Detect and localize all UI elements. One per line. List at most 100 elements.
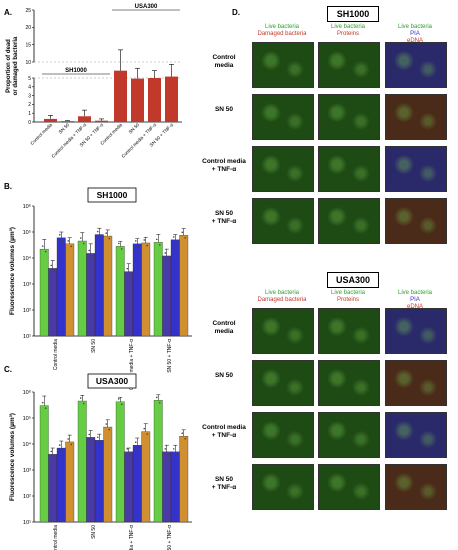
x-tick-label: SN 50 + TNF-α xyxy=(167,525,173,550)
x-tick-label: Control media + TNF-α xyxy=(129,525,135,550)
row-label-line: Control media xyxy=(202,424,246,431)
data-point xyxy=(120,403,123,406)
data-point xyxy=(164,252,167,254)
data-point xyxy=(175,241,178,244)
charts-svg: 0 1 2 3 4 5 10 15 20 25 Proportion of dead or damag… xyxy=(6,4,192,550)
y-tick-label: 10⁵ xyxy=(23,229,31,236)
data-point xyxy=(129,273,132,275)
column-header-line: Live bacteria xyxy=(264,290,300,296)
column-header-usa300-2: Live bacteria PIA eDNA xyxy=(383,290,447,311)
y-tick-label: 10⁶ xyxy=(23,389,31,396)
bar-usa300-1-1 xyxy=(86,437,96,523)
data-point xyxy=(158,244,161,246)
bar-usa300-1-2 xyxy=(94,440,104,523)
microscopy-image-sh1000-1-2 xyxy=(385,94,447,140)
bar-sh1000-0-3 xyxy=(65,243,75,337)
data-point xyxy=(184,236,187,239)
data-point xyxy=(58,444,61,446)
column-header-line: eDNA xyxy=(406,38,423,44)
column-header-line: Live bacteria xyxy=(264,24,300,30)
data-point xyxy=(146,433,149,435)
bar-sh1000-2-0 xyxy=(115,246,125,337)
microscopy-image-sh1000-0-1 xyxy=(318,42,380,88)
data-point xyxy=(88,433,91,436)
bar-usa300-3-2 xyxy=(170,451,180,523)
data-point xyxy=(117,398,120,400)
microscopy-image-usa300-1-0 xyxy=(252,360,314,406)
bar-usa300-1-0 xyxy=(77,400,87,523)
row-label-line: + TNF-α xyxy=(211,218,237,225)
column-header-sh1000-1: Live bacteria Proteins xyxy=(316,24,380,38)
data-point xyxy=(167,257,170,260)
group-label: SH1000 xyxy=(65,68,87,74)
microscopy-image-usa300-2-0 xyxy=(252,412,314,458)
bar-sh1000-0-2 xyxy=(56,237,66,337)
row-label-line: + TNF-α xyxy=(211,432,237,439)
y-tick-label: 10⁴ xyxy=(23,255,32,262)
x-tick-label: SN 50 + TNF-α xyxy=(167,339,173,373)
data-point xyxy=(181,231,184,234)
bar-sh1000-0-0 xyxy=(39,248,49,337)
data-point xyxy=(79,397,82,399)
y-tick-label: 0 xyxy=(28,120,31,126)
data-point xyxy=(175,453,178,456)
row-label-line: SN 50 xyxy=(214,210,234,217)
data-point xyxy=(50,450,53,453)
data-point xyxy=(99,236,102,238)
data-point xyxy=(41,401,44,404)
x-tick-label: SN 50 xyxy=(91,339,97,353)
panel-label-b: B. xyxy=(4,182,12,191)
row-label-line: + TNF-α xyxy=(211,166,237,173)
bar-usa300-2 xyxy=(148,78,161,122)
data-point xyxy=(105,423,108,425)
bar-usa300-2-1 xyxy=(124,451,134,523)
y-tick-label: 1 xyxy=(28,111,31,117)
data-point xyxy=(82,242,85,245)
x-tick-label: Control media + TNF-α xyxy=(129,339,135,390)
row-label-usa300-2: Control media + TNF-α xyxy=(198,424,250,440)
column-header-line: Proteins xyxy=(336,297,359,303)
row-label-line: Control xyxy=(212,54,236,61)
column-header-line: Live bacteria xyxy=(330,24,366,30)
data-point xyxy=(108,237,111,240)
data-point xyxy=(70,245,73,248)
y-axis-label: Proportion of dead xyxy=(6,39,12,93)
y-tick-label: 10² xyxy=(23,494,31,500)
data-point xyxy=(158,402,161,404)
bar-usa300-2-0 xyxy=(115,401,125,523)
row-label-line: Control xyxy=(212,320,236,327)
x-tick-label: Control media xyxy=(29,122,53,146)
y-tick-label: 10⁴ xyxy=(23,441,32,448)
microscopy-image-sh1000-2-1 xyxy=(318,146,380,192)
data-point xyxy=(44,407,47,409)
row-label-usa300-1: SN 50 xyxy=(198,372,250,380)
bar-usa300-0-0 xyxy=(39,405,49,523)
column-header-line: Live bacteria xyxy=(397,290,433,296)
y-tick-label: 25 xyxy=(25,8,31,14)
y-tick-label: 10⁵ xyxy=(23,415,31,422)
chart-title-usa300: USA300 xyxy=(96,376,128,386)
bar-usa300-2-2 xyxy=(132,445,142,523)
y-tick-label: 10³ xyxy=(23,282,31,288)
chart-title-sh1000: SH1000 xyxy=(97,190,128,200)
column-header-line: Live bacteria xyxy=(397,24,433,30)
row-label-sh1000-0: Control media xyxy=(198,54,250,70)
data-point xyxy=(134,441,137,444)
title-box-sh1000: SH1000 xyxy=(327,6,379,22)
data-point xyxy=(126,448,129,450)
microscopy-image-sh1000-0-0 xyxy=(252,42,314,88)
microscopy-image-usa300-0-0 xyxy=(252,308,314,354)
bar-sh1000-3-3 xyxy=(179,235,189,337)
x-tick-label: Control media xyxy=(53,525,59,550)
bar-usa300-3-3 xyxy=(179,436,189,523)
row-label-line: SN 50 xyxy=(214,106,234,113)
microscopy-image-sh1000-3-1 xyxy=(318,198,380,244)
microscopy-image-usa300-1-2 xyxy=(385,360,447,406)
bar-usa300-0 xyxy=(114,70,127,122)
data-point xyxy=(82,402,85,405)
bar-sh1000-0 xyxy=(44,118,57,122)
data-point xyxy=(61,449,64,452)
row-label-line: SN 50 xyxy=(214,372,234,379)
column-header-line: PIA xyxy=(410,297,420,303)
bar-sh1000-1 xyxy=(61,121,74,122)
